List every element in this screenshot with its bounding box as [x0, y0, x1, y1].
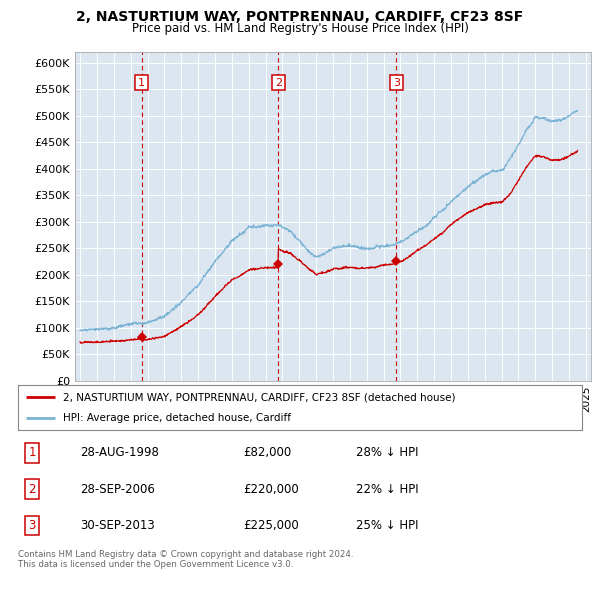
Text: 2, NASTURTIUM WAY, PONTPRENNAU, CARDIFF, CF23 8SF: 2, NASTURTIUM WAY, PONTPRENNAU, CARDIFF,… — [76, 10, 524, 24]
Text: 22% ↓ HPI: 22% ↓ HPI — [356, 483, 419, 496]
Text: Price paid vs. HM Land Registry's House Price Index (HPI): Price paid vs. HM Land Registry's House … — [131, 22, 469, 35]
Text: 30-SEP-2013: 30-SEP-2013 — [80, 519, 155, 532]
Text: 2: 2 — [28, 483, 36, 496]
Text: 28-SEP-2006: 28-SEP-2006 — [80, 483, 155, 496]
Text: 1: 1 — [28, 447, 36, 460]
Text: 2, NASTURTIUM WAY, PONTPRENNAU, CARDIFF, CF23 8SF (detached house): 2, NASTURTIUM WAY, PONTPRENNAU, CARDIFF,… — [63, 392, 455, 402]
Text: £220,000: £220,000 — [244, 483, 299, 496]
Text: 28% ↓ HPI: 28% ↓ HPI — [356, 447, 419, 460]
Text: 28-AUG-1998: 28-AUG-1998 — [80, 447, 159, 460]
Text: 3: 3 — [28, 519, 36, 532]
Text: 25% ↓ HPI: 25% ↓ HPI — [356, 519, 419, 532]
Text: £225,000: £225,000 — [244, 519, 299, 532]
Text: 3: 3 — [393, 78, 400, 88]
Text: Contains HM Land Registry data © Crown copyright and database right 2024.
This d: Contains HM Land Registry data © Crown c… — [18, 550, 353, 569]
Text: HPI: Average price, detached house, Cardiff: HPI: Average price, detached house, Card… — [63, 412, 291, 422]
Text: 2: 2 — [275, 78, 282, 88]
Text: 1: 1 — [138, 78, 145, 88]
Text: £82,000: £82,000 — [244, 447, 292, 460]
